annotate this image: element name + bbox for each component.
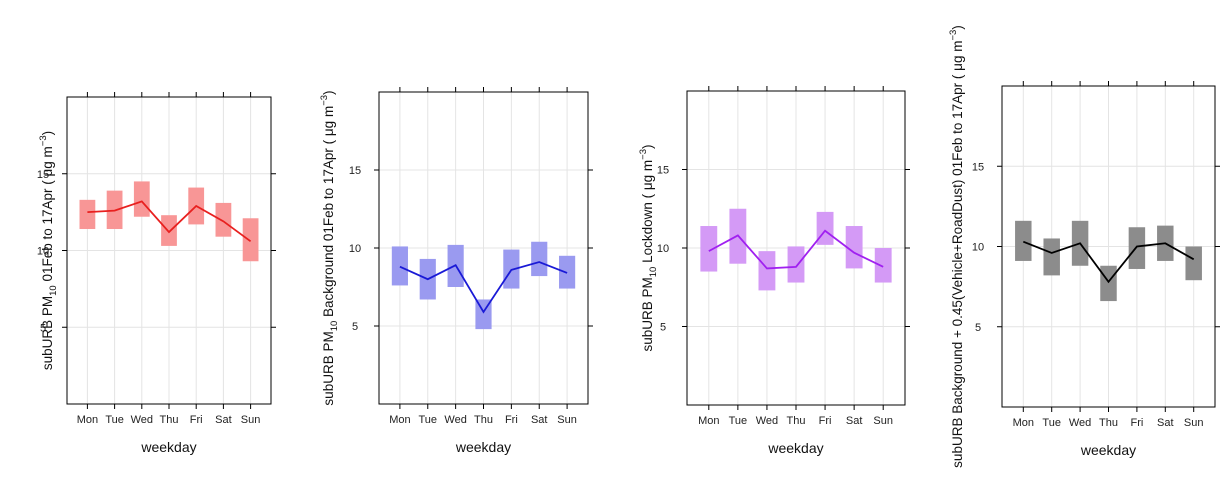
y-tick-label: 10 [37,246,49,258]
x-tick-label: Thu [474,414,493,426]
interval-band [531,241,548,277]
x-tick-label: Wed [131,414,153,426]
interval-band [845,226,863,269]
interval-band [1100,265,1117,302]
y-axis-title-text: ) [950,25,965,30]
interval-band [787,246,805,283]
x-tick-label: Fri [190,414,203,426]
y-tick-label: 10 [657,243,669,255]
y-axis-title-text: subURB Background + 0.45(Vehicle+RoadDus… [950,41,965,468]
y-axis-title-superscript: −3 [638,149,649,160]
x-tick-label: Mon [698,415,719,427]
interval-band [700,226,718,272]
x-tick-label: Mon [77,414,98,426]
x-axis-title: weekday [1080,442,1136,458]
interval-band [161,215,177,246]
y-axis-title-text: 01Feb to 17Apr ( μg m [40,146,55,285]
interval-band [816,211,834,245]
interval-band [758,251,776,291]
y-axis-title-text: subURB PM [640,277,655,351]
panel-2: Mon Tue Wed Thu Fri Sat Sun 5 10 15 weekday subURB … [319,87,593,455]
x-axis-title: weekday [767,440,823,456]
y-axis-title-superscript: −3 [948,30,959,41]
y-axis-title-text: Background 01Feb to 17Apr ( μg m [321,106,336,321]
x-tick-label: Mon [1013,417,1034,429]
y-axis-title-text: subURB PM [321,331,336,405]
y-axis-title-superscript: −3 [319,95,330,106]
x-tick-label: Thu [1099,417,1118,429]
panel-3: Mon Tue Wed Thu Fri Sat Sun 5 10 15 weekday subURB … [638,86,910,456]
x-tick-label: Tue [418,414,437,426]
interval-band [215,202,232,237]
y-axis-title-subscript: 10 [48,285,59,296]
y-tick-label: 15 [37,169,49,181]
y-tick-label: 5 [975,322,981,334]
x-tick-label: Fri [1130,417,1143,429]
x-tick-label: Sat [215,414,232,426]
interval-band [874,248,892,283]
x-tick-label: Tue [729,415,748,427]
y-tick-label: 10 [349,243,361,255]
x-tick-label: Sun [873,415,893,427]
y-tick-label: 5 [660,322,666,334]
x-tick-label: Tue [1042,417,1061,429]
x-tick-label: Sat [531,414,548,426]
interval-band [79,199,96,230]
x-axis-title: weekday [455,439,511,455]
x-tick-label: Wed [444,414,466,426]
interval-band [1043,238,1060,276]
x-tick-label: Mon [389,414,410,426]
y-axis-title: subURB PM10 01Feb to 17Apr ( μg m−3) [38,131,59,370]
y-axis-title: subURB PM10 Lockdown ( μg m−3) [638,144,659,351]
y-axis-title: subURB PM10 Background 01Feb to 17Apr ( … [319,90,340,405]
x-tick-label: Sat [846,415,863,427]
y-axis-title-text: ) [321,90,336,95]
y-tick-label: 15 [657,165,669,177]
x-tick-label: Sun [1184,417,1204,429]
panel-4: Mon Tue Wed Thu Fri Sat Sun 5 10 15 weekday subURB … [948,25,1220,468]
y-axis-title-text: ) [40,131,55,136]
x-tick-label: Fri [505,414,518,426]
x-tick-label: Tue [105,414,124,426]
y-axis-title-subscript: 10 [648,267,659,278]
panel-1: Mon Tue Wed Thu Fri Sat Sun 5 10 15 weekday subURB … [37,92,276,455]
y-axis-title-text: subURB PM [40,296,55,370]
x-tick-label: Wed [1069,417,1091,429]
y-axis-title-text: ) [640,144,655,149]
x-tick-label: Wed [756,415,778,427]
y-tick-label: 5 [40,322,46,334]
x-tick-label: Sun [241,414,261,426]
interval-band [242,218,259,262]
y-axis-title: subURB Background + 0.45(Vehicle+RoadDus… [948,25,965,468]
y-tick-label: 15 [972,161,984,173]
x-axis-title: weekday [140,439,196,455]
x-tick-label: Thu [787,415,806,427]
x-tick-label: Sun [557,414,577,426]
interval-band [1015,220,1032,261]
y-tick-label: 10 [972,242,984,254]
x-tick-label: Sat [1157,417,1174,429]
interval-band [1185,246,1202,281]
interval-band [133,181,150,217]
y-tick-label: 5 [352,321,358,333]
x-tick-label: Fri [819,415,832,427]
interval-band [391,246,408,286]
interval-band [1128,227,1146,269]
y-axis-title-superscript: −3 [38,135,49,146]
y-tick-label: 15 [349,165,361,177]
x-tick-label: Thu [160,414,179,426]
y-axis-title-text: Lockdown ( μg m [640,160,655,267]
y-axis-title-subscript: 10 [329,321,340,332]
